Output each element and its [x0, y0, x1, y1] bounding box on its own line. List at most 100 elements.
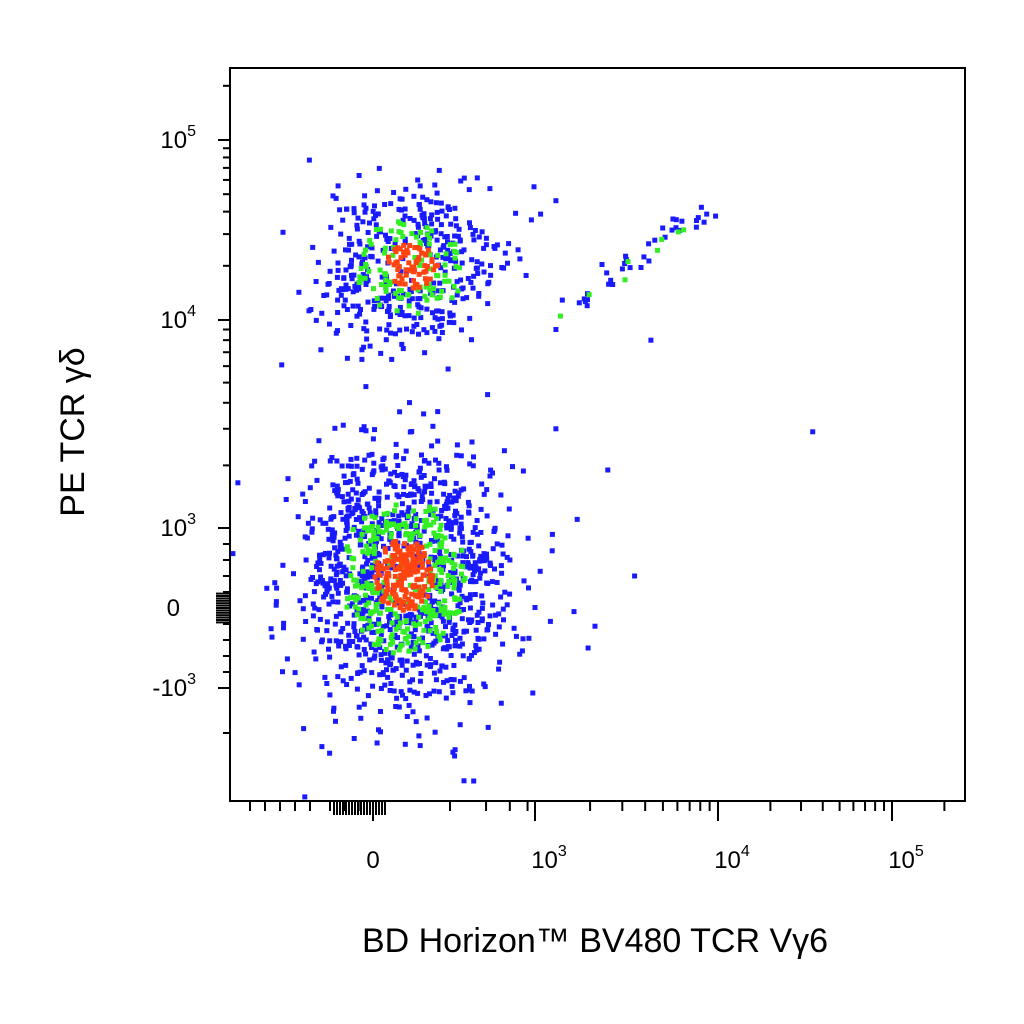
data-point	[448, 313, 453, 319]
data-point	[433, 607, 439, 613]
data-point	[319, 310, 325, 316]
data-point	[331, 705, 337, 711]
data-point	[382, 271, 388, 277]
data-point	[442, 598, 448, 604]
data-point	[515, 247, 521, 253]
data-point	[485, 724, 491, 730]
data-point	[369, 513, 375, 519]
data-point	[476, 543, 482, 549]
data-point	[379, 603, 385, 609]
data-point	[411, 634, 417, 639]
data-point	[344, 307, 350, 312]
data-point	[387, 618, 392, 624]
data-point	[362, 255, 368, 261]
data-point	[414, 234, 419, 240]
data-point	[455, 493, 461, 499]
data-point	[429, 292, 435, 298]
data-point	[482, 568, 488, 574]
data-point	[353, 633, 359, 639]
data-point	[441, 679, 447, 685]
data-point	[432, 562, 438, 568]
data-point	[375, 524, 381, 530]
data-point	[377, 572, 383, 578]
data-point	[679, 218, 685, 224]
data-point	[487, 473, 493, 479]
data-point	[313, 581, 319, 587]
data-point	[443, 555, 449, 561]
data-point	[369, 555, 375, 561]
data-point	[386, 600, 392, 606]
data-point	[424, 330, 430, 336]
data-point	[400, 234, 406, 240]
data-point	[483, 235, 489, 241]
data-point	[413, 587, 418, 593]
data-point	[392, 563, 398, 569]
data-point	[384, 481, 389, 487]
data-point	[331, 708, 336, 714]
data-point	[310, 244, 316, 250]
data-point	[494, 580, 500, 585]
data-point	[354, 455, 360, 461]
data-point	[309, 526, 315, 532]
data-point	[428, 512, 434, 518]
data-point	[396, 647, 402, 653]
data-point	[471, 778, 477, 784]
data-point	[483, 242, 489, 248]
data-point	[470, 529, 476, 535]
data-point	[375, 211, 381, 217]
data-point	[500, 606, 506, 612]
data-point	[599, 262, 605, 267]
data-point	[445, 505, 451, 511]
data-point	[396, 533, 402, 539]
data-point	[427, 572, 433, 578]
data-point	[388, 681, 394, 686]
data-point	[397, 657, 403, 663]
data-point	[414, 282, 420, 288]
data-point	[283, 497, 289, 502]
data-point	[403, 562, 409, 568]
data-point	[490, 602, 496, 608]
data-point	[328, 563, 334, 569]
data-point	[402, 636, 408, 642]
data-point	[392, 241, 398, 247]
data-point	[280, 562, 286, 568]
data-point	[373, 227, 379, 233]
data-point	[351, 612, 357, 618]
data-point	[433, 457, 438, 463]
data-point	[402, 313, 408, 319]
data-point	[305, 520, 311, 526]
data-point	[407, 429, 413, 435]
data-point	[430, 630, 436, 636]
data-point	[419, 544, 425, 550]
data-point	[358, 616, 364, 622]
data-point	[386, 303, 392, 309]
data-point	[328, 516, 334, 522]
data-point	[396, 579, 402, 585]
data-point	[457, 265, 462, 271]
data-point	[338, 664, 344, 670]
data-point	[384, 623, 390, 629]
data-point	[364, 580, 370, 586]
data-point	[357, 241, 363, 247]
data-point	[498, 594, 504, 600]
data-point	[369, 245, 375, 251]
data-point	[408, 289, 414, 295]
data-point	[413, 659, 419, 665]
data-point	[449, 591, 455, 597]
data-point	[446, 278, 452, 284]
data-point	[341, 564, 347, 570]
data-point	[395, 577, 401, 583]
data-point	[331, 566, 337, 572]
data-point	[425, 593, 431, 599]
data-point	[429, 212, 435, 218]
data-point	[465, 560, 471, 566]
data-point	[427, 628, 433, 634]
data-point	[348, 595, 354, 601]
data-point	[359, 508, 365, 514]
data-point	[435, 409, 441, 415]
data-point	[310, 575, 315, 580]
data-point	[416, 256, 422, 262]
data-point	[422, 584, 428, 590]
data-point	[408, 481, 414, 487]
data-point	[412, 245, 418, 250]
